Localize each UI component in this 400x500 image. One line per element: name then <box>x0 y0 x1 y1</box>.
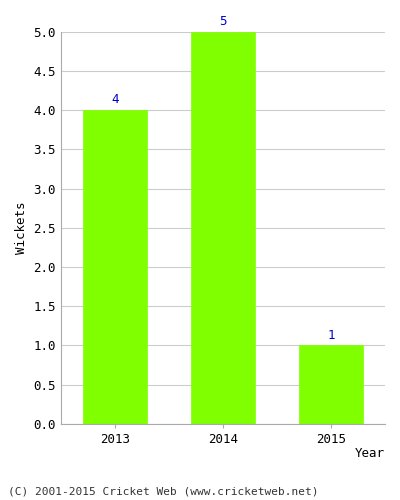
Bar <box>82 110 147 424</box>
Text: (C) 2001-2015 Cricket Web (www.cricketweb.net): (C) 2001-2015 Cricket Web (www.cricketwe… <box>8 487 318 497</box>
Text: 4: 4 <box>111 94 119 106</box>
Text: 5: 5 <box>219 15 227 28</box>
X-axis label: Year: Year <box>355 448 385 460</box>
Bar <box>298 346 363 424</box>
Bar <box>190 32 255 424</box>
Y-axis label: Wickets: Wickets <box>15 202 28 254</box>
Text: 1: 1 <box>327 328 335 342</box>
